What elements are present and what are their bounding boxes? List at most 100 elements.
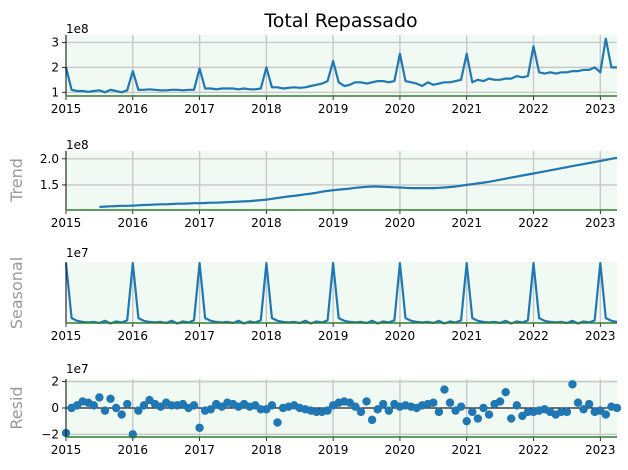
offset-text-trend: 1e8 xyxy=(66,138,89,152)
resid-point xyxy=(445,398,455,407)
resid-point xyxy=(579,405,588,414)
x-tick-label: 2017 xyxy=(184,443,215,457)
series-line-1 xyxy=(99,156,618,208)
axes-background-2 xyxy=(66,262,617,323)
x-tick-label: 2017 xyxy=(184,329,215,343)
panel-resid: 2015 2016 2017 2018 2019 2020 2021 2022 2023 −2 0 2 xyxy=(41,375,622,457)
resid-point xyxy=(601,410,611,419)
y-tick-label: 2.0 xyxy=(40,152,59,166)
resid-point xyxy=(573,398,583,407)
x-tick-label: 2023 xyxy=(585,102,616,116)
x-tick-label: 2022 xyxy=(518,329,549,343)
resid-point xyxy=(100,406,110,415)
x-tick-label: 2020 xyxy=(385,329,416,343)
y-tick-label: −2 xyxy=(41,427,59,441)
resid-point xyxy=(384,406,393,415)
y-tick-label: 1 xyxy=(51,85,59,99)
x-tick-label: 2023 xyxy=(585,443,616,457)
x-tick-label: 2018 xyxy=(251,329,282,343)
panel-seasonal: 2015 2016 2017 2018 2019 2020 2021 2022 2023 xyxy=(51,262,618,343)
x-tick-label: 2021 xyxy=(451,329,482,343)
x-tick-label: 2023 xyxy=(585,329,616,343)
x-tick-label: 2022 xyxy=(518,216,549,230)
axes-background-0 xyxy=(66,35,617,96)
panel-observed: 2015 2016 2017 2018 2019 2020 2021 2022 2023 1 2 3 xyxy=(51,35,617,116)
ylabel-trend: Trend xyxy=(7,158,26,203)
resid-point xyxy=(584,399,594,409)
y-tick-label: 1.5 xyxy=(40,178,59,192)
resid-point xyxy=(562,407,572,417)
x-tick-label: 2021 xyxy=(451,443,482,457)
resid-point xyxy=(323,406,332,415)
x-tick-label: 2015 xyxy=(51,102,82,116)
x-tick-label: 2019 xyxy=(318,329,349,343)
x-tick-label: 2022 xyxy=(518,102,549,116)
resid-point xyxy=(484,410,494,419)
x-tick-label: 2018 xyxy=(251,102,282,116)
resid-point xyxy=(501,387,510,397)
resid-point xyxy=(195,423,204,432)
x-tick-label: 2016 xyxy=(118,443,149,457)
x-tick-label: 2016 xyxy=(118,329,149,343)
resid-point xyxy=(462,416,471,426)
resid-point xyxy=(95,393,104,402)
resid-point xyxy=(456,402,466,411)
resid-point xyxy=(273,418,282,427)
resid-point xyxy=(473,414,483,423)
x-tick-label: 2020 xyxy=(385,216,416,230)
resid-point xyxy=(139,401,149,410)
axes-background-1 xyxy=(66,151,617,210)
x-tick-label: 2021 xyxy=(451,102,482,116)
resid-point xyxy=(468,407,477,417)
resid-point xyxy=(362,397,371,406)
resid-point xyxy=(111,403,121,413)
x-tick-label: 2021 xyxy=(451,216,482,230)
resid-point xyxy=(479,403,488,413)
x-tick-label: 2020 xyxy=(385,443,416,457)
resid-point xyxy=(568,380,577,389)
series-line-0 xyxy=(64,37,617,94)
x-tick-label: 2019 xyxy=(318,216,349,230)
x-tick-label: 2023 xyxy=(585,216,616,230)
panel-trend: 2015 2016 2017 2018 2019 2020 2021 2022 2023 1.5 2… xyxy=(40,151,618,230)
offset-text-seasonal: 1e7 xyxy=(66,246,89,260)
resid-point xyxy=(189,401,199,410)
x-tick-label: 2019 xyxy=(318,102,349,116)
x-tick-label: 2017 xyxy=(184,216,215,230)
resid-point xyxy=(123,399,132,409)
x-tick-label: 2018 xyxy=(251,216,282,230)
resid-point xyxy=(512,401,522,410)
y-tick-label: 2 xyxy=(51,60,59,74)
resid-point xyxy=(434,407,444,417)
resid-point xyxy=(429,398,438,407)
y-tick-label: 0 xyxy=(51,401,59,415)
resid-point xyxy=(267,401,277,410)
x-tick-label: 2018 xyxy=(251,443,282,457)
offset-text-resid: 1e7 xyxy=(66,362,89,376)
x-tick-label: 2022 xyxy=(518,443,549,457)
resid-point xyxy=(117,410,126,419)
resid-point xyxy=(612,403,622,413)
resid-point xyxy=(367,415,377,425)
y-tick-label: 3 xyxy=(51,35,59,49)
x-tick-label: 2019 xyxy=(318,443,349,457)
ylabel-resid: Resid xyxy=(7,386,26,429)
y-tick-label: 2 xyxy=(51,375,59,389)
ylabel-seasonal: Seasonal xyxy=(7,257,26,329)
resid-point xyxy=(351,402,360,411)
resid-point xyxy=(134,406,143,415)
chart-title: Total Repassado xyxy=(263,10,417,32)
offset-text-observed: 1e8 xyxy=(66,22,89,36)
resid-point xyxy=(440,385,449,394)
x-tick-label: 2015 xyxy=(51,329,82,343)
resid-point xyxy=(507,414,516,423)
x-tick-label: 2016 xyxy=(118,216,149,230)
x-tick-label: 2020 xyxy=(385,102,416,116)
x-tick-label: 2016 xyxy=(118,102,149,116)
x-tick-label: 2015 xyxy=(51,443,82,457)
x-tick-label: 2015 xyxy=(51,216,82,230)
x-tick-label: 2017 xyxy=(184,102,215,116)
resid-point xyxy=(495,397,505,406)
resid-point xyxy=(106,394,115,403)
resid-point xyxy=(379,399,388,409)
